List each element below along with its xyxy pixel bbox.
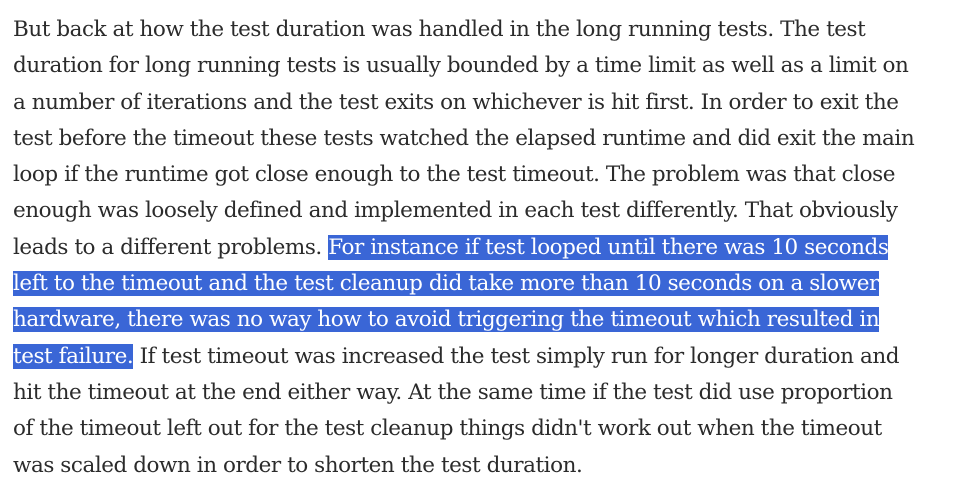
text-segment[interactable]: was scaled down in order to shorten the …: [13, 452, 583, 478]
text-line[interactable]: loop if the runtime got close enough to …: [13, 157, 971, 193]
article-paragraph[interactable]: But back at how the test duration was ha…: [13, 12, 971, 484]
text-segment[interactable]: hit the timeout at the end either way. A…: [13, 379, 893, 405]
text-segment[interactable]: If test timeout was increased the test s…: [133, 343, 900, 369]
text-segment[interactable]: But back at how the test duration was ha…: [13, 17, 866, 42]
text-line[interactable]: enough was loosely defined and implement…: [13, 193, 971, 229]
text-line[interactable]: test before the timeout these tests watc…: [13, 121, 971, 157]
text-line[interactable]: hardware, there was no way how to avoid …: [13, 302, 971, 338]
text-line[interactable]: duration for long running tests is usual…: [13, 48, 971, 84]
selected-text[interactable]: For instance if test looped until there …: [328, 234, 889, 260]
selected-text[interactable]: hardware, there was no way how to avoid …: [13, 307, 880, 333]
text-segment[interactable]: leads to a different problems.: [13, 234, 329, 260]
text-line[interactable]: test failure. If test timeout was increa…: [13, 339, 971, 375]
text-line[interactable]: of the timeout left out for the test cle…: [13, 411, 971, 447]
text-line[interactable]: a number of iterations and the test exit…: [13, 85, 971, 121]
text-segment[interactable]: a number of iterations and the test exit…: [13, 89, 899, 115]
selected-text[interactable]: left to the timeout and the test cleanup…: [13, 271, 879, 297]
text-line[interactable]: leads to a different problems. For insta…: [13, 230, 971, 266]
text-line[interactable]: left to the timeout and the test cleanup…: [13, 266, 971, 302]
text-segment[interactable]: test before the timeout these tests watc…: [13, 125, 915, 151]
text-segment[interactable]: loop if the runtime got close enough to …: [13, 162, 896, 188]
selected-text[interactable]: test failure.: [13, 343, 134, 369]
text-segment[interactable]: duration for long running tests is usual…: [13, 53, 909, 79]
text-line[interactable]: was scaled down in order to shorten the …: [13, 448, 971, 484]
text-line[interactable]: hit the timeout at the end either way. A…: [13, 375, 971, 411]
text-segment[interactable]: of the timeout left out for the test cle…: [13, 416, 882, 442]
text-segment[interactable]: enough was loosely defined and implement…: [13, 198, 898, 224]
text-line[interactable]: But back at how the test duration was ha…: [13, 12, 971, 48]
